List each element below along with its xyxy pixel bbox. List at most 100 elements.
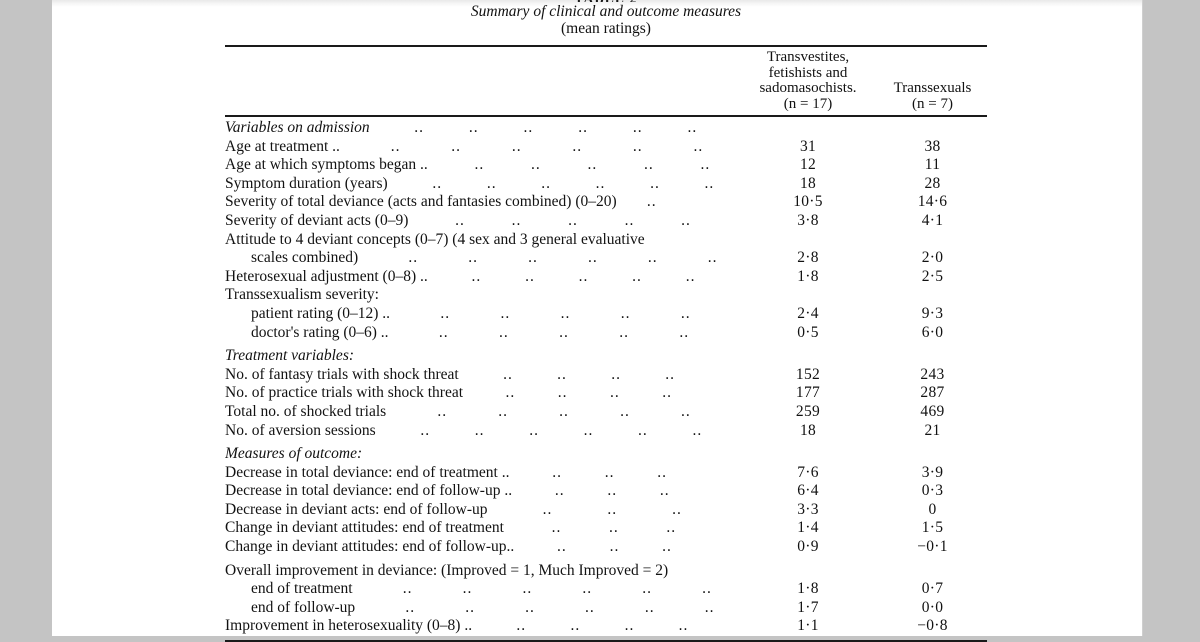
table-row-label-text: Age at which symptoms began ..	[225, 156, 428, 174]
table-row-label-text: scales combined)	[251, 249, 359, 267]
table-row-label-text: Decrease in total deviance: end of follo…	[225, 482, 513, 500]
dot-leader: ............	[414, 119, 698, 136]
table-row: Decrease in total deviance: end of treat…	[225, 464, 987, 483]
table-section-heading: Variables on admission............	[225, 119, 738, 138]
table-section-heading-row: Measures of outcome:	[225, 445, 987, 464]
dot-leader: ........	[505, 384, 673, 402]
table-row: Decrease in deviant acts: end of follow-…	[225, 501, 987, 520]
table-cell-group-b: 6·0	[921, 323, 944, 341]
table-cell-group-a: 6·4	[797, 482, 819, 500]
table-section-heading-row: Variables on admission............	[225, 119, 987, 138]
table-row: scales combined)............ 2·8 2·0	[225, 249, 987, 268]
table-row-label-text: Change in deviant attitudes: end of foll…	[225, 538, 515, 556]
table-row-label: No. of aversion sessions............	[225, 422, 738, 441]
table-row-label-text: end of treatment	[251, 580, 353, 598]
table-row: Change in deviant attitudes: end of trea…	[225, 519, 987, 538]
dot-leader: ............	[432, 174, 715, 192]
table-cell-group-b: 14·6	[917, 193, 948, 211]
table-row-label-text: patient rating (0–12) ..	[251, 304, 391, 322]
table-row-label-text: end of follow-up	[251, 598, 356, 616]
table-row-label: Decrease in total deviance: end of follo…	[225, 482, 738, 501]
table-row-label: No. of fantasy trials with shock threat.…	[225, 366, 738, 385]
table-cell-group-b: 0·0	[921, 598, 944, 616]
table-cell-group-a: 1·7	[797, 598, 819, 616]
table-row: end of treatment............ 1·8 0·7	[225, 580, 987, 599]
table-row: Symptom duration (years)............ 18 28	[225, 175, 987, 194]
table-cell-group-a: 152	[795, 365, 821, 383]
column-header-group-a-line-2: fetishists and	[768, 64, 848, 81]
table-cell-group-a: 18	[799, 421, 817, 439]
table-cell-group-b: 21	[924, 421, 941, 439]
table-row-label: Heterosexual adjustment (0–8) ..........…	[225, 268, 738, 287]
table-row-label: Change in deviant attitudes: end of foll…	[225, 538, 738, 557]
dot-leader: ........	[516, 617, 689, 635]
dot-leader: ..	[646, 193, 657, 211]
column-header-group-a: Transvestites, fetishists and sadomasochis…	[738, 49, 878, 115]
table-row-label-text: doctor's rating (0–6) ..	[251, 323, 389, 341]
table-cell-group-b: −0·8	[917, 617, 948, 635]
table-cell-group-b: 3·9	[921, 463, 944, 481]
table-row-label: patient rating (0–12) ............	[225, 305, 738, 324]
column-header-group-a-line-3: sadomasochists.	[759, 80, 857, 96]
table-cell-group-a: 3·8	[797, 211, 819, 229]
table-row-label: Change in deviant attitudes: end of trea…	[225, 519, 738, 538]
table-row: end of follow-up............ 1·7 0·0	[225, 599, 987, 618]
column-header-group-b-line-2: (n = 7)	[912, 95, 953, 112]
dot-leader: ..........	[455, 211, 691, 229]
table-cell-group-b: 4·1	[921, 211, 944, 229]
table-row-label-text: Transsexualism severity:	[225, 286, 379, 304]
table-row: Improvement in heterosexuality (0–8) ...…	[225, 617, 987, 636]
table-cell-group-a: 12	[799, 156, 817, 174]
table-row-label: Severity of deviant acts (0–9)..........	[225, 212, 738, 231]
column-header-group-a-line-1: Transvestites,	[766, 49, 850, 65]
table-cell-group-a: 3·3	[797, 500, 819, 518]
dot-leader: ......	[542, 500, 682, 518]
table-row-label-text: Total no. of shocked trials	[225, 402, 387, 420]
dot-leader: ......	[552, 463, 668, 481]
table-caption: Summary of clinical and outcome measures	[470, 3, 742, 20]
dot-leader: ..........	[471, 267, 696, 285]
table-cell-group-b: 9·3	[921, 304, 944, 322]
table-row: Total no. of shocked trials.......... 259…	[225, 403, 987, 422]
page-gutter-right	[1142, 0, 1143, 636]
table-row-label: No. of practice trials with shock threat…	[225, 384, 738, 403]
table-row-label-text: Attitude to 4 deviant concepts (0–7) (4 …	[225, 230, 645, 248]
table-cell-group-b: −0·1	[917, 538, 948, 556]
table-row-label-text: Improvement in heterosexuality (0–8) ..	[225, 617, 473, 635]
table-row-label-text: No. of practice trials with shock threat	[225, 384, 464, 402]
table-row: Change in deviant attitudes: end of foll…	[225, 538, 987, 557]
table-row-label: Total no. of shocked trials..........	[225, 403, 738, 422]
table-row-label-text: Symptom duration (years)	[225, 174, 388, 192]
table-cell-group-b: 469	[920, 402, 945, 420]
table-row-label: Decrease in deviant acts: end of follow-…	[225, 501, 738, 520]
table-row: patient rating (0–12) ............ 2·4 9·3	[225, 305, 987, 324]
table-cell-group-b: 0	[928, 500, 937, 518]
table-row-label-text: Heterosexual adjustment (0–8) ..	[225, 267, 428, 285]
table-row: Heterosexual adjustment (0–8) ..........…	[225, 268, 987, 287]
table-row: Overall improvement in deviance: (Improv…	[225, 562, 987, 581]
table-row: No. of aversion sessions............ 18 21	[225, 422, 987, 441]
dot-leader: ........	[503, 365, 676, 383]
scanned-page-sheet: TABLE 2 Summary of clinical and outcome …	[52, 0, 1143, 642]
table-row: Severity of total deviance (acts and fan…	[225, 193, 987, 212]
table-cell-group-b: 287	[920, 384, 945, 402]
table-row: Transsexualism severity:	[225, 286, 987, 305]
table-cell-group-a: 10·5	[793, 193, 823, 211]
table-cell-group-b: 243	[920, 365, 945, 383]
table-cell-group-b: 2·5	[921, 267, 944, 285]
table-row-label: Overall improvement in deviance: (Improv…	[225, 562, 668, 581]
table-row: doctor's rating (0–6) ............ 0·5 6·0	[225, 324, 987, 343]
table-cell-group-a: 1·8	[797, 580, 819, 598]
table-row: No. of practice trials with shock threat…	[225, 384, 987, 403]
dot-leader: ..........	[438, 323, 690, 341]
dot-leader: ............	[390, 137, 704, 155]
table-cell-group-a: 0·9	[797, 538, 819, 556]
table-cell-group-a: 1·1	[797, 617, 819, 635]
table-cell-group-b: 38	[924, 137, 941, 155]
table-cell-group-a: 259	[795, 402, 821, 420]
dot-leader: ............	[420, 421, 703, 439]
dot-leader: ......	[554, 482, 670, 500]
table-row-label: Severity of total deviance (acts and fan…	[225, 193, 738, 212]
dot-leader: ......	[557, 538, 672, 556]
dot-leader: ............	[405, 598, 715, 616]
